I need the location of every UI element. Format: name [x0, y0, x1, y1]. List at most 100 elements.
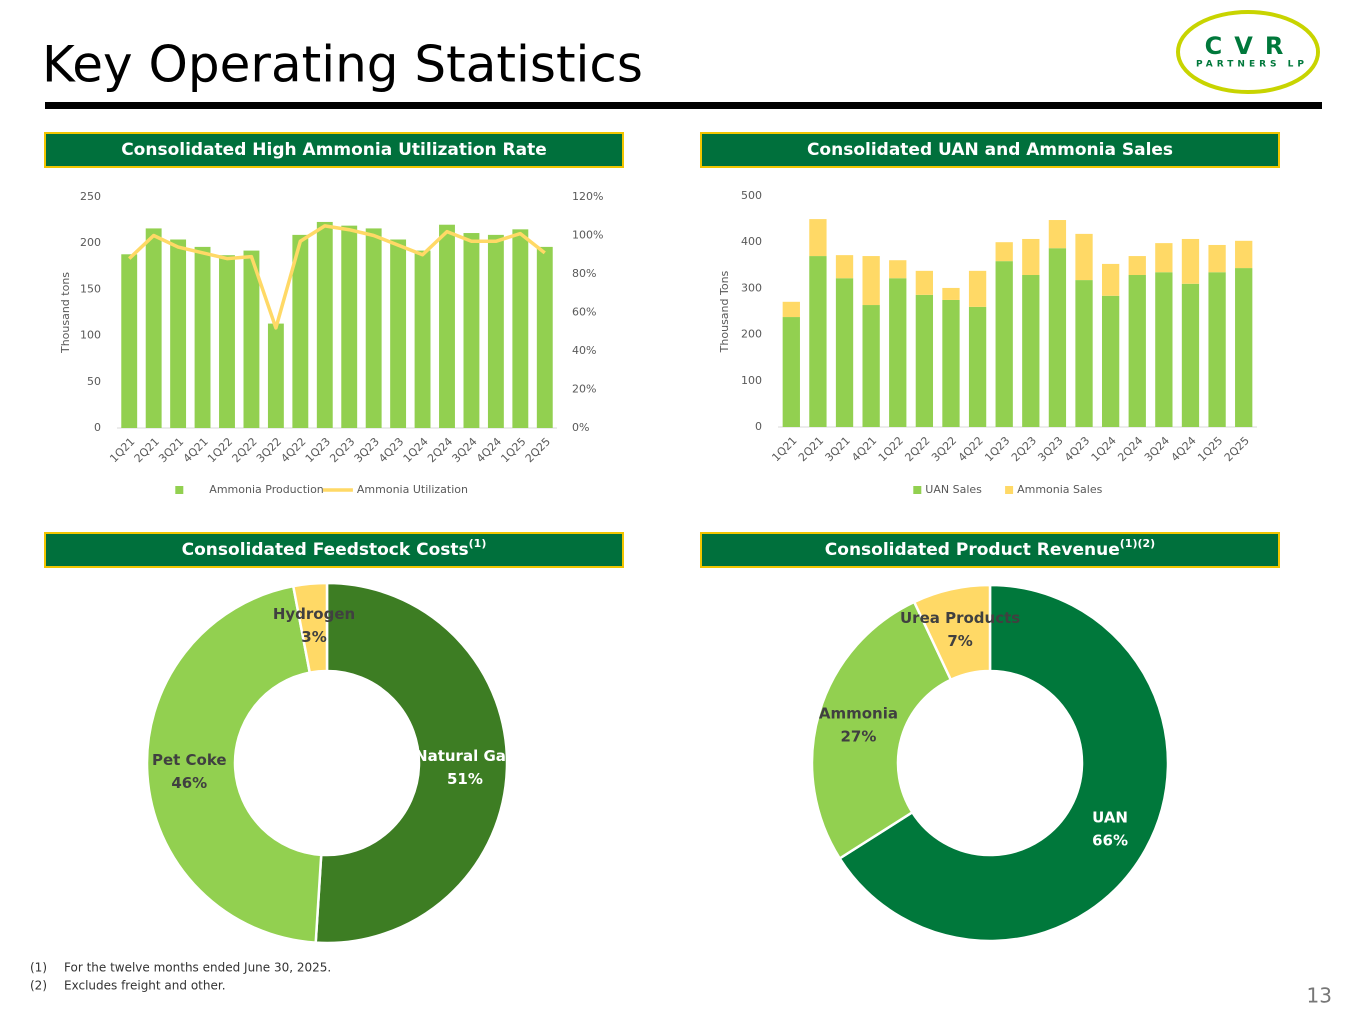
- x-tick-label: 1Q22: [876, 434, 906, 464]
- x-tick-label: 4Q21: [181, 435, 211, 465]
- footnote-text: Excludes freight and other.: [64, 979, 226, 993]
- x-tick-label: 2Q24: [1115, 434, 1145, 464]
- x-tick-label: 2Q23: [327, 435, 357, 465]
- x-tick-label: 4Q24: [1169, 434, 1199, 464]
- x-tick-label: 1Q21: [769, 434, 799, 464]
- y2-tick-label: 0%: [572, 421, 589, 434]
- x-tick-label: 1Q23: [982, 434, 1012, 464]
- chart-title-banner: [44, 532, 624, 568]
- bar: [1128, 256, 1146, 276]
- footnote-text: For the twelve months ended June 30, 202…: [64, 961, 331, 975]
- logo-ring: [1176, 10, 1320, 94]
- chart-title-banner: [700, 532, 1280, 568]
- legend-swatch: [1005, 486, 1014, 494]
- bar: [292, 234, 309, 428]
- bar: [1208, 244, 1226, 273]
- bar: [267, 323, 284, 428]
- bar: [835, 278, 854, 427]
- bar: [1235, 240, 1253, 269]
- bar: [1101, 295, 1120, 427]
- chart-title: Consolidated UAN and Ammonia Sales: [807, 140, 1173, 160]
- bar: [809, 219, 827, 257]
- bar: [243, 250, 260, 428]
- bar: [512, 229, 529, 428]
- legend-swatch: [175, 486, 184, 494]
- slice-label: Hydrogen: [273, 605, 355, 623]
- chart-title-text: Consolidated Feedstock Costs: [182, 540, 469, 560]
- y2-tick-label: 60%: [572, 306, 596, 319]
- bar: [942, 299, 960, 427]
- chart-title: Consolidated Product Revenue(1)(2): [825, 537, 1155, 560]
- bar: [942, 287, 960, 300]
- bar: [915, 294, 934, 427]
- donut-slice: [912, 583, 992, 682]
- y2-tick-label: 80%: [572, 267, 596, 280]
- donut-slice: [810, 600, 953, 861]
- slice-value-label: 66%: [1092, 832, 1128, 850]
- x-tick-label: 1Q25: [1195, 434, 1225, 464]
- footnote-marker: (2): [30, 979, 47, 993]
- x-tick-label: 1Q24: [401, 435, 431, 465]
- y-tick-label: 500: [741, 189, 762, 202]
- bar: [968, 270, 987, 307]
- bar: [1075, 233, 1093, 281]
- y-axis-label: Thousand tons: [59, 272, 72, 354]
- x-tick-label: 2Q25: [523, 435, 553, 465]
- bar: [1181, 238, 1200, 284]
- chart-title-banner: [700, 132, 1280, 168]
- chart-title-superscript: (1)(2): [1120, 537, 1155, 550]
- slice-value-label: 7%: [947, 632, 972, 650]
- y2-tick-label: 20%: [572, 383, 596, 396]
- slice-label: Pet Coke: [152, 751, 227, 769]
- bar: [1181, 283, 1200, 427]
- chart-title-superscript: (1): [469, 537, 487, 550]
- bar: [889, 278, 907, 427]
- line-series: [128, 224, 546, 330]
- bar: [1155, 243, 1173, 273]
- donut-slice: [291, 581, 329, 675]
- y-tick-label: 50: [87, 375, 101, 388]
- x-tick-label: 4Q22: [278, 435, 308, 465]
- bar: [835, 255, 854, 279]
- x-tick-label: 3Q21: [823, 434, 853, 464]
- bar: [1128, 275, 1146, 427]
- bar: [995, 261, 1013, 427]
- bar: [1075, 280, 1093, 427]
- x-tick-label: 3Q23: [1035, 434, 1065, 464]
- x-tick-label: 1Q23: [303, 435, 333, 465]
- y-tick-label: 300: [741, 281, 762, 294]
- slice-label: Natural Gas: [415, 747, 515, 765]
- bar: [365, 228, 382, 428]
- bar: [862, 305, 880, 427]
- legend-label: Ammonia Sales: [1017, 483, 1102, 496]
- x-tick-label: 1Q25: [498, 435, 528, 465]
- bar: [1235, 268, 1253, 427]
- donut-slice: [314, 581, 509, 945]
- slice-label: Urea Products: [900, 609, 1020, 627]
- x-tick-label: 1Q24: [1089, 434, 1119, 464]
- x-tick-label: 4Q21: [849, 434, 879, 464]
- y-tick-label: 0: [755, 420, 762, 433]
- x-tick-label: 3Q24: [450, 435, 480, 465]
- x-tick-label: 3Q24: [1142, 434, 1172, 464]
- x-tick-label: 2Q24: [425, 435, 455, 465]
- legend: UAN Sales Ammonia Sales: [913, 483, 1103, 496]
- bar: [487, 234, 504, 428]
- bar: [995, 242, 1013, 262]
- slice-label: UAN: [1092, 809, 1128, 827]
- title-rule: [45, 102, 1322, 109]
- x-tick-label: 3Q23: [352, 435, 382, 465]
- logo: CVR PARTNERS LP: [1176, 10, 1320, 94]
- logo-name: CVR: [1205, 32, 1296, 60]
- chart-title-text: Consolidated Product Revenue: [825, 540, 1120, 560]
- legend-label: Ammonia Production: [209, 483, 324, 496]
- bar: [390, 239, 407, 428]
- bar: [1155, 272, 1173, 427]
- legend: Ammonia Production Ammonia Utilization: [175, 483, 468, 496]
- footnote-marker: (1): [30, 961, 47, 975]
- y-tick-label: 250: [80, 190, 101, 203]
- legend-label: UAN Sales: [925, 483, 982, 496]
- x-tick-label: 3Q21: [156, 435, 186, 465]
- slide-title: Key Operating Statistics: [42, 36, 643, 94]
